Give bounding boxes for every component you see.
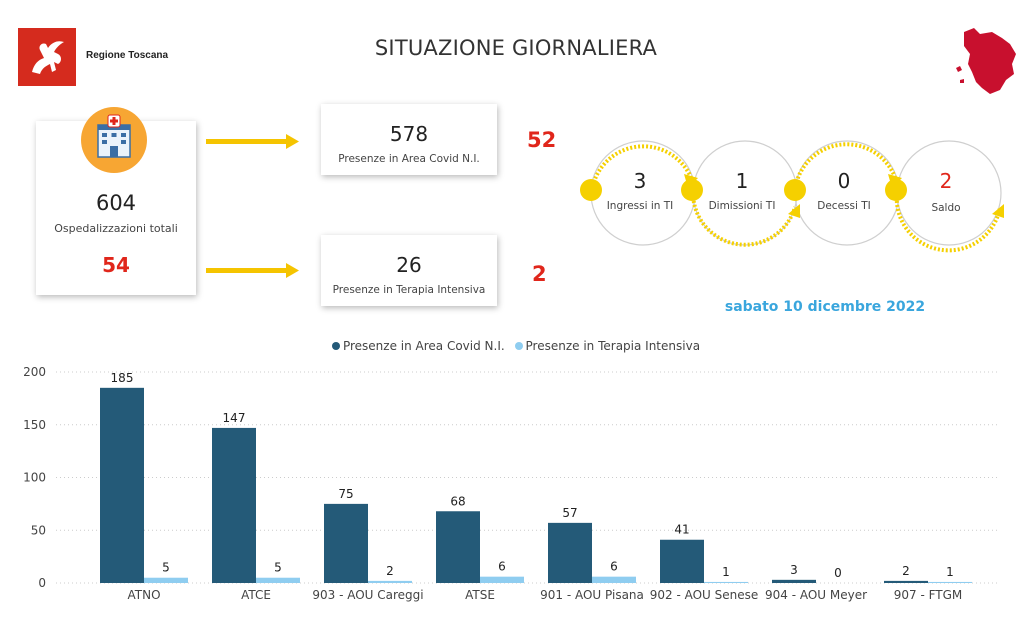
regione-toscana-logo [18,28,76,86]
chart-bars [100,387,972,583]
logo-text: Regione Toscana [86,50,169,61]
data-label: 6 [610,560,618,574]
x-tick-label: 901 - AOU Pisana [540,588,644,602]
data-label: 1 [722,565,730,579]
icu-balance-value: 2 [939,169,953,193]
x-tick-label: 907 - FTGM [894,588,963,602]
report-date: sabato 10 dicembre 2022 [724,299,926,315]
hospital-icon [81,107,147,173]
data-label: 0 [834,566,842,580]
total-hospitalizations-delta: 54 [102,253,130,277]
bar-ti [480,576,524,583]
legend-swatch-ti [514,342,523,350]
data-label: 57 [562,506,577,520]
data-label: 3 [790,563,798,577]
icu-deaths-label: Decessi TI [817,200,871,212]
y-tick-label: 200 [23,365,46,379]
intensive-care-delta: 2 [532,262,547,286]
bar-covid [324,503,368,583]
y-tick-label: 0 [38,576,46,590]
icu-discharges-label: Dimissioni TI [708,200,776,212]
bar-covid [100,387,144,583]
data-label: 5 [162,561,170,575]
covid-area-label: Presenze in Area Covid N.I. [338,153,480,165]
total-hospitalizations-card: 604 Ospedalizzazioni totali 54 [36,107,196,295]
bar-ti [928,581,972,583]
x-tick-label: 903 - AOU Careggi [312,588,423,602]
covid-area-delta: 52 [527,128,557,152]
page-title: SITUAZIONE GIORNALIERA [374,36,658,60]
x-tick-label: 904 - AOU Meyer [765,588,867,602]
icu-deaths-value: 0 [837,169,851,193]
covid-area-card: 578 Presenze in Area Covid N.I. [321,104,497,175]
legend-item-covid: Presenze in Area Covid N.I. [331,339,505,353]
tuscany-map-icon [956,28,1016,94]
legend-label-covid: Presenze in Area Covid N.I. [342,339,505,353]
y-tick-label: 50 [31,523,46,537]
bar-covid [884,580,928,583]
legend-label-ti: Presenze in Terapia Intensiva [525,339,701,353]
intensive-care-card: 26 Presenze in Terapia Intensiva [321,235,497,306]
data-label: 6 [498,560,506,574]
data-label: 1 [946,565,954,579]
legend-swatch-covid [331,342,340,350]
chart-grid [56,371,1000,584]
data-label: 147 [223,411,246,425]
x-tick-label: ATSE [465,588,495,602]
bar-covid [772,579,816,583]
intensive-care-label: Presenze in Terapia Intensiva [332,284,486,296]
icu-discharges-value: 1 [735,169,749,193]
icu-flow-circles [580,140,1004,253]
x-tick-label: 902 - AOU Senese [650,588,759,602]
covid-area-value: 578 [389,122,429,146]
bar-ti [368,580,412,583]
arrow-to-ti [206,263,299,278]
icu-admissions-label: Ingressi in TI [606,200,674,212]
y-tick-label: 150 [23,418,46,432]
bar-ti [256,577,300,583]
intensive-care-value: 26 [396,253,422,277]
data-label: 2 [902,564,910,578]
pegasus-icon [32,41,64,74]
icu-admissions-value: 3 [633,169,647,193]
bar-ti [144,577,188,583]
bar-ti [592,576,636,583]
data-label: 2 [386,564,394,578]
x-tick-label: ATNO [127,588,160,602]
data-label: 68 [450,494,465,508]
data-label: 185 [111,371,134,385]
icu-balance-label: Saldo [931,202,961,214]
total-hospitalizations-value: 604 [95,191,137,215]
bar-covid [660,539,704,583]
bar-covid [548,522,592,583]
legend-item-ti: Presenze in Terapia Intensiva [514,339,701,353]
data-label: 41 [674,523,689,537]
total-hospitalizations-label: Ospedalizzazioni totali [54,222,178,235]
bar-covid [436,511,480,583]
bar-ti [704,581,748,583]
arrow-to-covid [206,134,299,149]
chart-legend: Presenze in Area Covid N.I. Presenze in … [0,339,1032,353]
data-label: 5 [274,561,282,575]
data-label: 75 [338,487,353,501]
y-tick-label: 100 [23,471,46,485]
x-tick-label: ATCE [241,588,271,602]
bar-covid [212,427,256,583]
